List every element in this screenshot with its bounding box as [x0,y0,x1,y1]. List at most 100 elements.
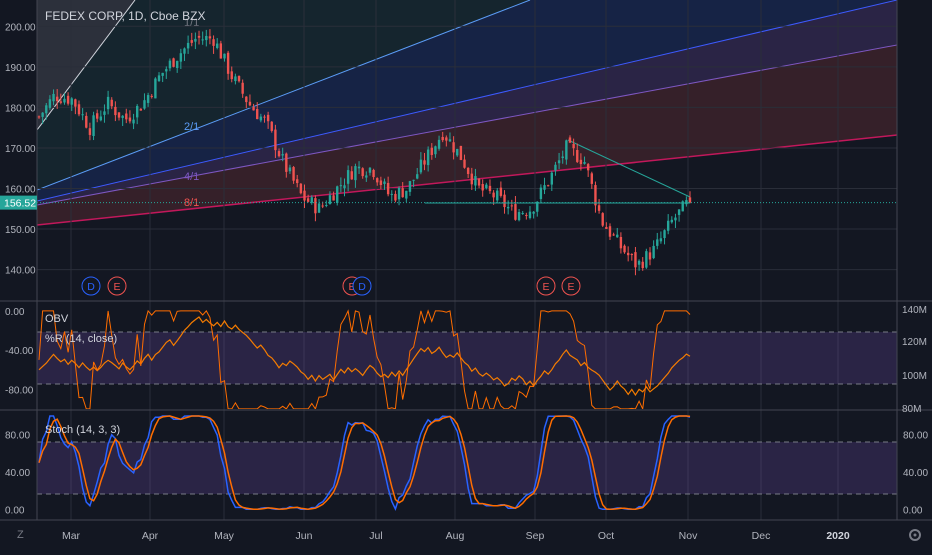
candle-body [470,173,473,185]
stoch-legend[interactable]: Stoch (14, 3, 3) [45,424,120,436]
candle-body [77,104,81,115]
event-circle [107,276,127,296]
candle-body [161,72,164,76]
candle-body [125,113,128,120]
obv-axis[interactable]: 140M 120M 100M 80M [902,305,927,415]
candle-body [350,171,353,180]
candle-body [88,128,92,135]
williams-r-tick-label: 0.00 [5,307,25,318]
earnings-marker[interactable]: E [107,276,127,296]
chart-title[interactable]: FEDEX CORP, 1D, Cboe BZX [45,9,206,23]
candle-body [423,160,426,165]
williams-r-band [37,332,897,384]
event-label: D [87,281,95,293]
price-tick-label: 190.00 [5,63,36,74]
gann-label-3: 4/1 [184,171,199,183]
obv-williams-pane[interactable] [38,309,691,409]
candle-body [652,245,655,259]
candle-body [63,98,66,103]
candle-body [328,195,332,205]
candle-body [539,187,543,200]
candle-body [456,148,459,156]
candle-body [394,193,397,201]
candle-body [601,213,604,226]
candle-body [212,39,215,46]
candle-body [499,187,503,196]
candle-body [521,212,524,214]
candle-body [594,185,597,206]
stoch-tick-label-left: 40.00 [5,468,30,479]
time-tick-label: 2020 [826,530,850,542]
candle-body [230,71,233,80]
event-label: E [113,281,120,293]
candle-body [143,100,146,109]
candle-body [474,176,477,186]
gann-line-4 [37,44,897,206]
gann-line-5 [37,134,897,226]
gann-fan[interactable]: 1/1 2/1 4/1 8/1 [37,0,897,226]
stoch-axis[interactable]: 80.00 80.00 40.00 40.00 0.00 0.00 [5,431,928,517]
candle-body [510,205,513,207]
price-tick-label: 160.00 [5,185,36,196]
candle-body [103,111,106,115]
candle-body [197,35,201,38]
candle-body [241,82,244,94]
candle-body [448,139,452,142]
price-candles[interactable] [37,29,692,276]
stoch-pane[interactable] [38,415,691,512]
price-axis[interactable]: 200.00 190.00 180.00 170.00 160.00 150.00 140.… [5,22,36,276]
trend-line[interactable] [567,139,691,198]
candle-body [372,169,375,178]
candle-body [503,194,506,208]
candle-body [463,159,466,168]
obv-tick-label: 80M [902,404,921,415]
candle-body [365,175,368,178]
time-axis[interactable]: Mar Apr May Jun Jul Aug Sep Oct Nov Dec 2020 [62,530,850,542]
candle-body [303,190,306,201]
candle-body [317,203,321,213]
candle-body [430,147,433,155]
candle-body [292,167,295,181]
candle-body [339,185,343,187]
candle-body [452,142,455,153]
earnings-marker[interactable]: E [536,276,556,296]
candle-body [55,96,59,102]
candle-body [234,76,237,82]
candle-body [550,172,553,185]
candle-body [245,96,248,103]
event-circle [81,276,101,296]
candle-body [99,116,103,121]
obv-legend[interactable]: OBV [45,313,69,325]
dividend-marker[interactable]: D [352,276,372,296]
candle-body [543,185,546,190]
williams-r-legend[interactable]: %R (14, close) [45,333,117,345]
candle-body [419,159,423,173]
timezone-icon[interactable]: Z [17,529,24,541]
candle-body [586,164,590,171]
candle-body [514,204,517,220]
price-tick-label: 180.00 [5,103,36,114]
candle-body [281,154,284,156]
candle-body [205,35,208,41]
stoch-tick-label-right: 0.00 [903,505,923,516]
time-tick-label: Mar [62,530,81,542]
candle-body [488,185,492,192]
williams-r-tick-label: -40.00 [5,346,34,357]
earnings-marker[interactable]: E [561,276,581,296]
candle-body [405,190,408,199]
candle-body [354,166,357,181]
candle-body [536,201,539,212]
candle-body [252,107,255,111]
gann-line-2 [37,0,531,191]
candle-body [645,251,648,268]
candle-body [146,95,150,103]
time-tick-label: Jul [369,530,382,542]
candle-body [368,167,372,173]
settings-gear-icon[interactable] [909,529,921,541]
dividend-marker[interactable]: D [81,276,101,296]
williams-r-axis[interactable]: 0.00 -40.00 -80.00 [5,307,34,396]
candle-body [688,197,692,203]
candle-body [346,170,350,184]
